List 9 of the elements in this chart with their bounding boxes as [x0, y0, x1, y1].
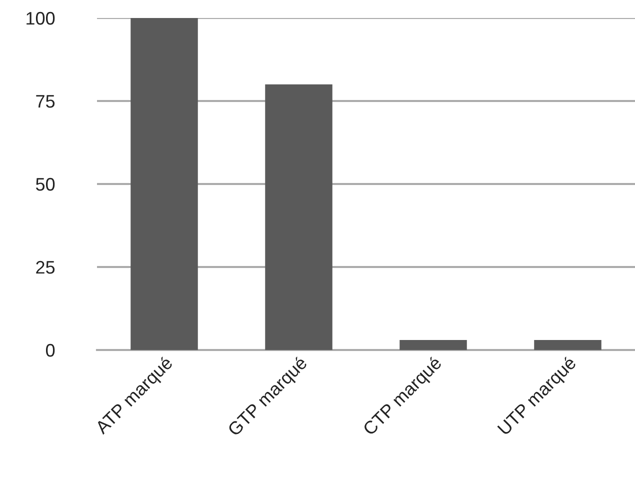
y-tick-label: 75	[36, 95, 55, 108]
y-tick-label: 50	[36, 178, 55, 191]
y-tick-label: 100	[26, 12, 55, 25]
y-tick-label: 25	[36, 260, 55, 274]
bar	[265, 84, 332, 350]
bar	[130, 18, 198, 350]
bar	[400, 340, 467, 350]
bar	[534, 340, 602, 350]
y-tick-label: 0	[46, 344, 55, 357]
